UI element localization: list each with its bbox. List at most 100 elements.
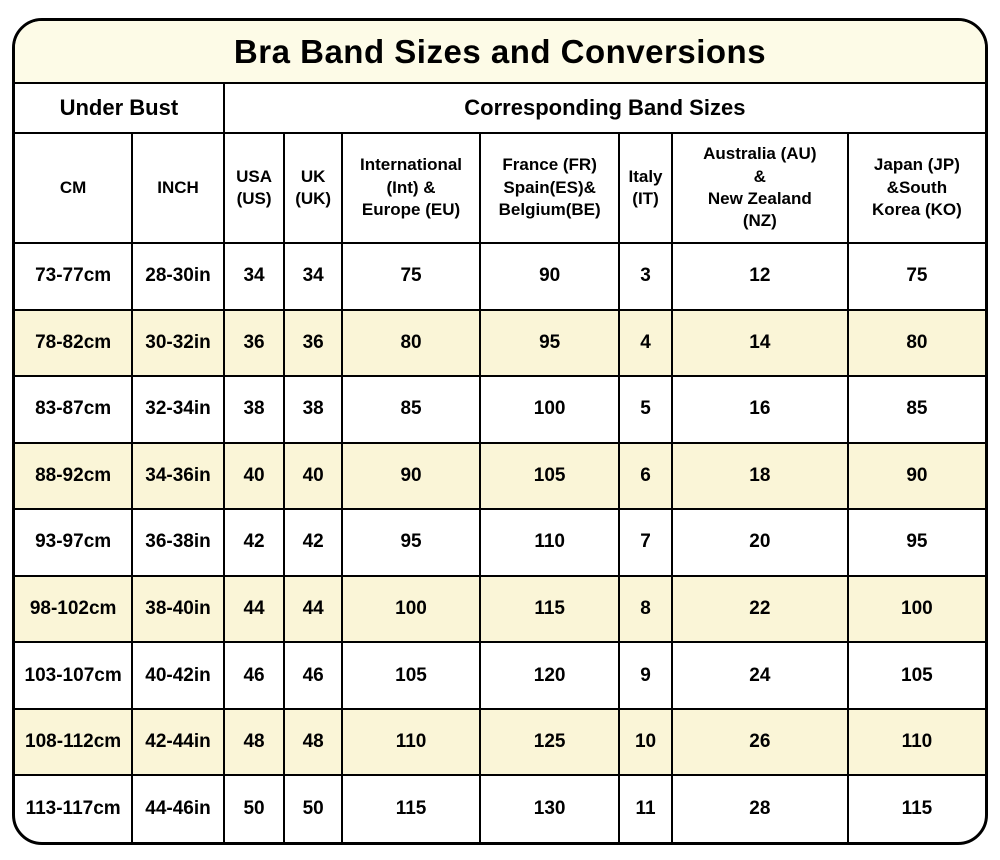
table-cell: 100	[846, 574, 985, 644]
under-bust-header: Under Bust	[15, 82, 225, 134]
table-cell: 88-92cm	[15, 441, 134, 511]
table-cell: 38	[283, 375, 343, 444]
table-cell: 100	[479, 375, 621, 444]
table-row: 103-107cm 40-42in 46 46 105 120 9 24 105	[15, 641, 985, 710]
table-cell: 3	[618, 243, 673, 311]
table-cell: 48	[222, 707, 286, 777]
table-cell: 110	[340, 707, 482, 777]
table-cell: 105	[846, 641, 985, 710]
table-cell: 24	[670, 641, 849, 710]
table-cell: 90	[340, 441, 482, 511]
table-cell: 110	[479, 508, 621, 577]
table-cell: 4	[618, 308, 673, 378]
table-cell: 95	[340, 508, 482, 577]
table-cell: 5	[618, 375, 673, 444]
table-cell: 98-102cm	[15, 574, 134, 644]
table-cell: 120	[479, 641, 621, 710]
table-cell: 115	[479, 574, 621, 644]
band-sizes-header: Corresponding Band Sizes	[222, 82, 985, 134]
table-cell: 28	[670, 774, 849, 842]
table-cell: 85	[340, 375, 482, 444]
table-cell: 44	[222, 574, 286, 644]
column-header-usa: USA (US)	[222, 132, 286, 244]
table-cell: 75	[340, 243, 482, 311]
table-row: 93-97cm 36-38in 42 42 95 110 7 20 95	[15, 508, 985, 577]
table-cell: 95	[846, 508, 985, 577]
table-cell: 48	[283, 707, 343, 777]
bra-band-size-table: Bra Band Sizes and Conversions Under Bus…	[15, 21, 985, 842]
column-header-italy: Italy (IT)	[618, 132, 673, 244]
table-cell: 90	[479, 243, 621, 311]
table-cell: 95	[479, 308, 621, 378]
table-cell: 16	[670, 375, 849, 444]
column-header-australia-new-zealand: Australia (AU) & New Zealand (NZ)	[670, 132, 849, 244]
table-cell: 34	[283, 243, 343, 311]
table-cell: 50	[283, 774, 343, 842]
table-cell: 105	[479, 441, 621, 511]
table-cell: 80	[340, 308, 482, 378]
table-cell: 90	[846, 441, 985, 511]
table-cell: 7	[618, 508, 673, 577]
column-header-cm: CM	[15, 132, 134, 244]
table-cell: 36-38in	[131, 508, 225, 577]
table-cell: 110	[846, 707, 985, 777]
table-cell: 75	[846, 243, 985, 311]
column-header-japan-south-korea: Japan (JP) &South Korea (KO)	[846, 132, 985, 244]
table-cell: 80	[846, 308, 985, 378]
table-cell: 38	[222, 375, 286, 444]
table-cell: 38-40in	[131, 574, 225, 644]
table-body: 73-77cm 28-30in 34 34 75 90 3 12 75 78-82cm 30-32i…	[15, 243, 985, 842]
column-header-international-europe: International (Int) & Europe (EU)	[340, 132, 482, 244]
table-cell: 26	[670, 707, 849, 777]
table-row: 88-92cm 34-36in 40 40 90 105 6 18 90	[15, 441, 985, 511]
table-cell: 20	[670, 508, 849, 577]
table-cell: 73-77cm	[15, 243, 134, 311]
table-cell: 40	[222, 441, 286, 511]
table-cell: 44	[283, 574, 343, 644]
table-cell: 100	[340, 574, 482, 644]
table-cell: 125	[479, 707, 621, 777]
table-cell: 115	[340, 774, 482, 842]
table-row: 78-82cm 30-32in 36 36 80 95 4 14 80	[15, 308, 985, 378]
table-cell: 18	[670, 441, 849, 511]
section-header-row: Under Bust Corresponding Band Sizes	[15, 82, 985, 134]
table-cell: 40-42in	[131, 641, 225, 710]
table-cell: 40	[283, 441, 343, 511]
table-cell: 34-36in	[131, 441, 225, 511]
table-row: 98-102cm 38-40in 44 44 100 115 8 22 100	[15, 574, 985, 644]
title-row: Bra Band Sizes and Conversions	[15, 21, 985, 84]
table-cell: 130	[479, 774, 621, 842]
table-cell: 42	[222, 508, 286, 577]
table-cell: 42	[283, 508, 343, 577]
table-cell: 93-97cm	[15, 508, 134, 577]
table-cell: 12	[670, 243, 849, 311]
table-cell: 46	[283, 641, 343, 710]
table-cell: 44-46in	[131, 774, 225, 842]
table-cell: 34	[222, 243, 286, 311]
table-cell: 36	[222, 308, 286, 378]
conversion-table: Bra Band Sizes and Conversions Under Bus…	[12, 18, 988, 845]
table-row: 83-87cm 32-34in 38 38 85 100 5 16 85	[15, 375, 985, 444]
table-cell: 36	[283, 308, 343, 378]
table-cell: 83-87cm	[15, 375, 134, 444]
table-row: 73-77cm 28-30in 34 34 75 90 3 12 75	[15, 243, 985, 311]
table-cell: 32-34in	[131, 375, 225, 444]
table-cell: 9	[618, 641, 673, 710]
table-cell: 22	[670, 574, 849, 644]
table-cell: 14	[670, 308, 849, 378]
table-cell: 6	[618, 441, 673, 511]
table-cell: 42-44in	[131, 707, 225, 777]
table-cell: 108-112cm	[15, 707, 134, 777]
column-header-france-spain-belgium: France (FR) Spain(ES)& Belgium(BE)	[479, 132, 621, 244]
column-header-inch: INCH	[131, 132, 225, 244]
table-row: 113-117cm 44-46in 50 50 115 130 11 28 115	[15, 774, 985, 842]
table-cell: 30-32in	[131, 308, 225, 378]
table-cell: 50	[222, 774, 286, 842]
table-cell: 105	[340, 641, 482, 710]
table-cell: 113-117cm	[15, 774, 134, 842]
table-cell: 46	[222, 641, 286, 710]
table-cell: 10	[618, 707, 673, 777]
table-row: 108-112cm 42-44in 48 48 110 125 10 26 110	[15, 707, 985, 777]
column-header-row: CM INCH USA (US) UK (UK) International (…	[15, 132, 985, 244]
table-cell: 103-107cm	[15, 641, 134, 710]
